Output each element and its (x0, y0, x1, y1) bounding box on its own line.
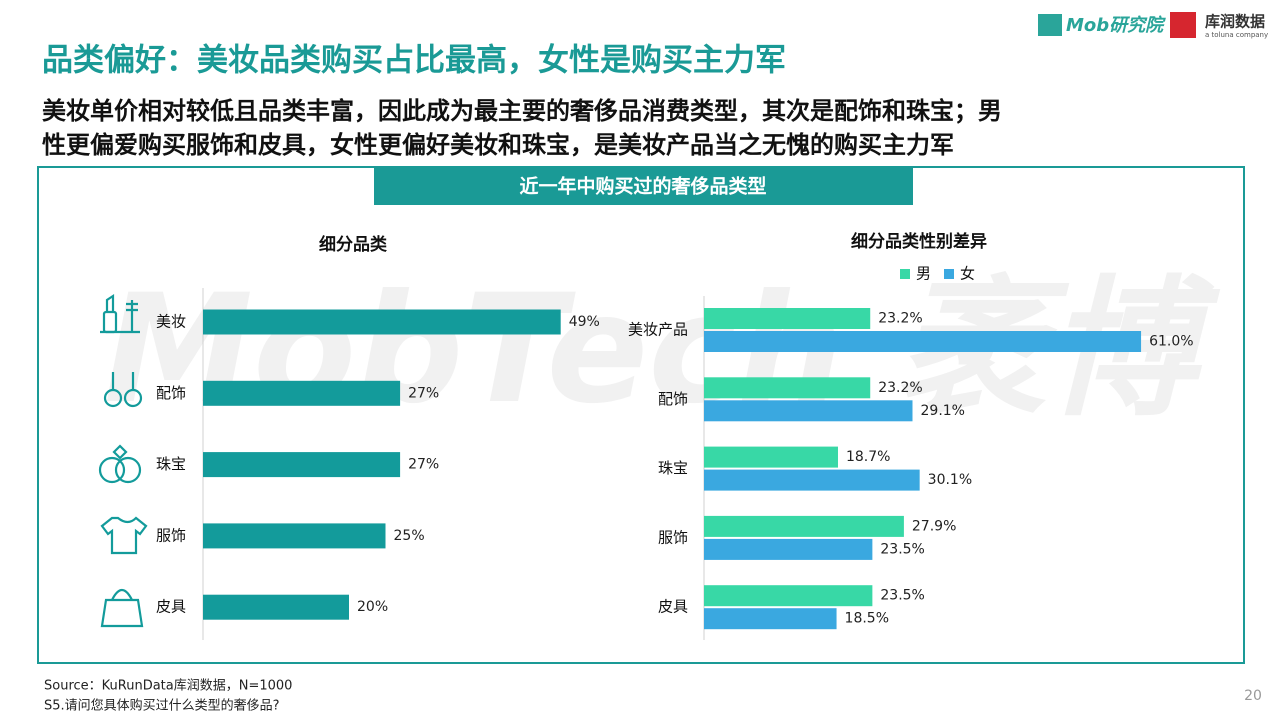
bar (704, 608, 837, 630)
value-label: 27% (408, 457, 439, 473)
category-label: 美妆 (156, 313, 186, 331)
bar (203, 452, 401, 478)
value-label: 23.5% (880, 588, 924, 604)
category-label: 配饰 (156, 384, 186, 402)
value-label: 25% (394, 528, 425, 544)
legend-label: 男 (916, 265, 931, 283)
category-label: 服饰 (658, 528, 688, 546)
legend-swatch (900, 269, 910, 279)
category-label: 皮具 (658, 598, 688, 616)
bar (704, 515, 904, 537)
value-label: 49% (569, 314, 600, 330)
value-label: 18.5% (845, 611, 889, 627)
bar (704, 377, 871, 399)
bar (704, 308, 871, 329)
question: S5.请问您具体购买过什么类型的奢侈品? (44, 698, 280, 714)
value-label: 29.1% (921, 403, 965, 419)
category-icons (98, 293, 148, 628)
value-label: 23.2% (878, 311, 922, 327)
value-label: 23.2% (878, 380, 922, 396)
bar (704, 585, 873, 607)
value-label: 30.1% (928, 472, 972, 488)
mob-logo: Mob研究院 (1066, 15, 1166, 36)
title: 品类偏好：美妆品类购买占比最高，女性是购买主力军 (42, 43, 786, 79)
value-label: 23.5% (880, 541, 924, 557)
page-number: 20 (1244, 688, 1262, 704)
subtitle-line: 性更偏爱购买服饰和皮具，女性更偏好美妆和珠宝，是美妆产品当之无愧的购买主力军 (42, 131, 954, 159)
bar (704, 446, 838, 468)
panel-title: 近一年中购买过的奢侈品类型 (519, 175, 766, 198)
bar (704, 331, 1142, 352)
bar (203, 380, 401, 406)
category-label: 服饰 (156, 526, 186, 544)
value-label: 27.9% (912, 518, 956, 534)
legend-swatch (944, 269, 954, 279)
value-label: 27% (408, 385, 439, 401)
value-label: 61.0% (1149, 334, 1193, 350)
toluna-logo: a toluna company (1205, 31, 1268, 39)
category-label: 珠宝 (156, 455, 186, 473)
bar (704, 469, 920, 491)
category-label: 皮具 (156, 598, 186, 616)
legend-label: 女 (960, 265, 975, 283)
category-label: 珠宝 (658, 459, 688, 477)
chart-title: 细分品类 (319, 234, 388, 255)
value-label: 20% (357, 599, 388, 615)
category-label: 美妆产品 (628, 321, 688, 339)
value-label: 18.7% (846, 449, 890, 465)
bar (203, 523, 386, 549)
bar (704, 538, 873, 560)
kurun-logo-icon (1170, 12, 1196, 38)
mob-logo-icon (1038, 14, 1062, 36)
subtitle-line: 美妆单价相对较低且品类丰富，因此成为最主要的奢侈品消费类型，其次是配饰和珠宝；男 (42, 97, 1002, 125)
category-label: 配饰 (658, 390, 688, 408)
kurun-logo: 库润数据 (1205, 13, 1265, 31)
chart-title: 细分品类性别差异 (851, 231, 987, 252)
bar (704, 400, 913, 422)
source: Source：KuRunData库润数据，N=1000 (44, 678, 292, 694)
bar (203, 594, 349, 620)
bar (203, 309, 561, 335)
panel-header (374, 167, 913, 205)
